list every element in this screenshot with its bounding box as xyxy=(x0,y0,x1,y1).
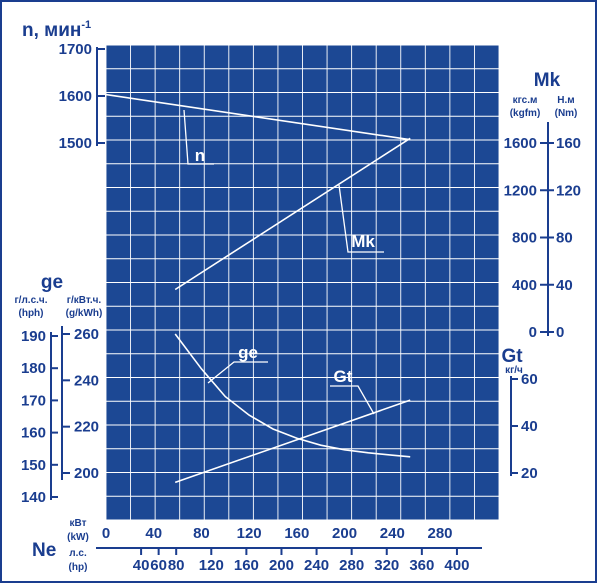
ge-hph-unit: г/л.с.ч. xyxy=(15,295,48,306)
leader-line-n xyxy=(183,109,214,165)
curves xyxy=(105,93,411,484)
mk-kgfm-tick-label: 80 xyxy=(556,230,573,247)
series-label-mk: Mk xyxy=(351,232,375,251)
ne-kw-tick-label: 280 xyxy=(427,525,452,542)
gt-axis-tick-label: 60 xyxy=(521,371,538,388)
ge-hph-tick-label: 180 xyxy=(21,360,46,377)
series-label-gt: Gt xyxy=(334,367,353,386)
ge-kwh-tick-label: 260 xyxy=(74,326,99,343)
ne-hp-tick-label: 60 xyxy=(150,557,167,574)
ne-kw-unit: кВт xyxy=(70,518,87,529)
ne-hp-unit: л.с. xyxy=(69,548,87,559)
ne-kw-unit-en: (kW) xyxy=(67,532,89,543)
gt-unit: кг/ч xyxy=(505,365,523,376)
grid xyxy=(105,44,500,521)
mk-nm-tick-label: 400 xyxy=(512,277,537,294)
ge-hph-tick-label: 150 xyxy=(21,457,46,474)
ne-kw-tick-label: 200 xyxy=(332,525,357,542)
ge-kwh-tick-label: 220 xyxy=(74,419,99,436)
ge-hph-tick-label: 160 xyxy=(21,425,46,442)
mk-kgfm-unit-en: (kgfm) xyxy=(510,108,541,119)
ne-hp-tick-label: 320 xyxy=(374,557,399,574)
labels: 0 40 80 120 160 200 240 280 n Mk ge Gt xyxy=(102,146,453,542)
ne-kw-tick-label: 80 xyxy=(193,525,210,542)
ne-kw-tick-label: 40 xyxy=(145,525,162,542)
series-line-mk xyxy=(174,137,411,291)
ne-hp-tick-label: 160 xyxy=(234,557,259,574)
mk-nm-unit-en: (Nm) xyxy=(555,108,578,119)
ne-hp-tick-label: 240 xyxy=(304,557,329,574)
gt-axis-tick-label: 40 xyxy=(521,418,538,435)
series-label-n: n xyxy=(195,146,205,165)
ne-kw-tick-label: 0 xyxy=(102,525,110,542)
mk-kgfm-tick-label: 120 xyxy=(556,182,581,199)
ge-hph-tick-label: 140 xyxy=(21,489,46,506)
n-axis-tick-label: 1700 xyxy=(59,41,92,58)
mk-nm-tick-label: 1600 xyxy=(504,135,537,152)
ne-hp-tick-label: 40 xyxy=(133,557,150,574)
ge-axis-title: ge xyxy=(41,272,63,293)
mk-nm-unit: Н.м xyxy=(557,95,574,106)
mk-axis-title: Mk xyxy=(534,70,561,91)
ne-hp-tick-label: 120 xyxy=(199,557,224,574)
ne-hp-tick-label: 360 xyxy=(409,557,434,574)
ge-kwh-tick-label: 200 xyxy=(74,465,99,482)
leader-line-mk xyxy=(338,184,384,253)
leader-line-ge xyxy=(207,361,268,384)
n-axis-tick-label: 1600 xyxy=(59,88,92,105)
ne-hp-tick-label: 280 xyxy=(339,557,364,574)
leader-line-gt xyxy=(330,385,375,415)
ne-hp-tick-label: 200 xyxy=(269,557,294,574)
series-line-n xyxy=(105,93,411,141)
ne-hp-tick-label: 80 xyxy=(168,557,185,574)
ge-hph-unit-en: (hph) xyxy=(19,308,44,319)
mk-nm-tick-label: 1200 xyxy=(504,182,537,199)
ne-axis-title: Ne xyxy=(32,540,56,561)
ge-hph-tick-label: 170 xyxy=(21,392,46,409)
series-line-gt xyxy=(174,399,411,484)
axes: 1500160017001401501601701801902002202402… xyxy=(21,41,581,574)
ne-kw-tick-label: 240 xyxy=(380,525,405,542)
n-axis-title: n, мин-1 xyxy=(22,19,91,41)
ne-kw-tick-label: 160 xyxy=(284,525,309,542)
ne-kw-tick-label: 120 xyxy=(237,525,262,542)
mk-nm-tick-label: 0 xyxy=(529,324,537,341)
mk-kgfm-tick-label: 40 xyxy=(556,277,573,294)
ge-kwh-unit: г/кВт.ч. xyxy=(67,295,102,306)
ge-hph-tick-label: 190 xyxy=(21,328,46,345)
gt-axis-title: Gt xyxy=(501,346,523,367)
ge-kwh-tick-label: 240 xyxy=(74,372,99,389)
ne-hp-unit-en: (hp) xyxy=(69,562,88,573)
ne-hp-tick-label: 400 xyxy=(444,557,469,574)
n-axis-tick-label: 1500 xyxy=(59,135,92,152)
mk-kgfm-unit: кгс.м xyxy=(513,95,538,106)
mk-nm-tick-label: 800 xyxy=(512,230,537,247)
mk-kgfm-tick-label: 160 xyxy=(556,135,581,152)
ge-kwh-unit-en: (g/kWh) xyxy=(66,308,103,319)
series-line-ge xyxy=(174,333,411,458)
gt-axis-tick-label: 20 xyxy=(521,465,538,482)
series-label-ge: ge xyxy=(238,343,258,362)
mk-kgfm-tick-label: 0 xyxy=(556,324,564,341)
